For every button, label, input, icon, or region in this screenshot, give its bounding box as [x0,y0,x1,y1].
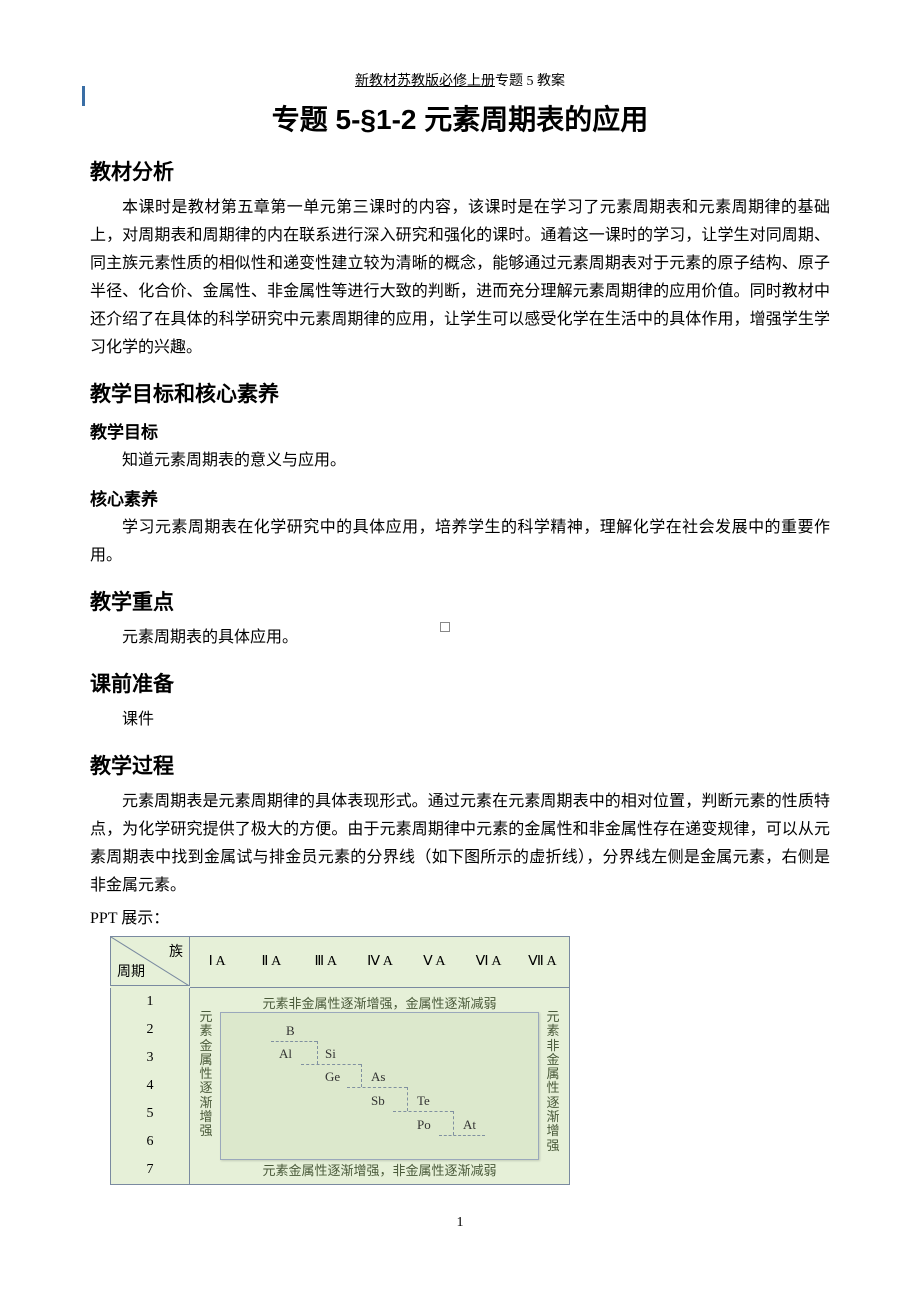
stair-line [407,1087,408,1111]
page-title: 专题 5-§1-2 元素周期表的应用 [90,98,830,138]
document-page: 新教材苏教版必修上册专题 5 教案 专题 5-§1-2 元素周期表的应用 教材分… [0,0,920,1271]
stair-line [347,1087,407,1088]
stair-line [439,1135,485,1136]
period-label: 4 [111,1072,189,1100]
subsection-heading: 教学目标 [90,418,830,443]
group-header: Ⅲ A [299,936,353,988]
section-heading: 课前准备 [90,668,830,698]
section-heading: 教学重点 [90,586,830,616]
body-paragraph: 本课时是教材第五章第一单元第三课时的内容，该课时是在学习了元素周期表和元素周期律… [90,194,830,362]
element-symbol: Te [417,1093,430,1109]
top-note-underlined: 新教材苏教版必修上册 [355,74,495,89]
body-paragraph: 元素周期表的具体应用。 [90,624,830,652]
cursor-bar [82,86,85,106]
body-paragraph: 课件 [90,706,830,734]
period-label: 2 [111,1016,189,1044]
periodic-table-figure: 族 周期 Ⅰ A Ⅱ A Ⅲ A Ⅳ A Ⅴ A Ⅵ A Ⅶ A 1 2 3 4… [110,936,570,1185]
top-note-rest: 专题 5 教案 [495,74,565,89]
period-label: 5 [111,1100,189,1128]
figure-grid: 元素非金属性逐渐增强，金属性逐渐减弱 元素金属性逐渐增强 元素非金属性逐渐增强 … [190,988,570,1185]
square-marker-icon [440,622,450,632]
inner-stair-box: B Al Si Ge As Sb Te Po At [220,1012,539,1160]
period-column: 1 2 3 4 5 6 7 [110,988,190,1185]
element-symbol: At [463,1117,476,1133]
section-heading: 教学目标和核心素养 [90,378,830,408]
bottom-trend-label: 元素金属性逐渐增强，非金属性逐渐减弱 [190,1160,569,1179]
group-header: Ⅴ A [407,936,461,988]
stair-line [317,1041,318,1064]
left-trend-label: 元素金属性逐渐增强 [198,1010,214,1139]
element-symbol: B [286,1023,295,1039]
body-paragraph: 学习元素周期表在化学研究中的具体应用，培养学生的科学精神，理解化学在社会发展中的… [90,514,830,570]
group-header: Ⅱ A [244,936,298,988]
stair-line [301,1064,361,1065]
top-trend-label: 元素非金属性逐渐增强，金属性逐渐减弱 [190,993,569,1012]
group-header: Ⅵ A [461,936,515,988]
figure-header-row: 族 周期 Ⅰ A Ⅱ A Ⅲ A Ⅳ A Ⅴ A Ⅵ A Ⅶ A [110,936,570,988]
group-header: Ⅶ A [516,936,570,988]
element-symbol: Ge [325,1069,340,1085]
period-label: 3 [111,1044,189,1072]
stair-line [271,1041,317,1042]
element-symbol: Al [279,1046,292,1062]
subsection-heading: 核心素养 [90,485,830,510]
body-paragraph: 元素周期表是元素周期律的具体表现形式。通过元素在元素周期表中的相对位置，判断元素… [90,788,830,900]
top-note: 新教材苏教版必修上册专题 5 教案 [90,70,830,90]
stair-line [453,1111,454,1135]
figure-body: 1 2 3 4 5 6 7 元素非金属性逐渐增强，金属性逐渐减弱 元素金属性逐渐… [110,988,570,1185]
period-label: 7 [111,1156,189,1184]
stair-line [393,1111,453,1112]
stair-line [361,1064,362,1087]
element-symbol: Si [325,1046,336,1062]
period-label: 6 [111,1128,189,1156]
period-label: 1 [111,988,189,1016]
element-symbol: Po [417,1117,431,1133]
section-heading: 教材分析 [90,156,830,186]
corner-label-top: 族 [169,941,183,961]
body-paragraph: 知道元素周期表的意义与应用。 [90,447,830,475]
right-trend-label: 元素非金属性逐渐增强 [545,1010,561,1153]
figure-corner-cell: 族 周期 [110,936,190,986]
page-number: 1 [90,1215,830,1231]
group-header: Ⅰ A [190,936,244,988]
ppt-label: PPT 展示： [90,904,830,928]
element-symbol: As [371,1069,385,1085]
corner-label-bottom: 周期 [117,961,145,981]
group-header: Ⅳ A [353,936,407,988]
section-heading: 教学过程 [90,750,830,780]
element-symbol: Sb [371,1093,385,1109]
